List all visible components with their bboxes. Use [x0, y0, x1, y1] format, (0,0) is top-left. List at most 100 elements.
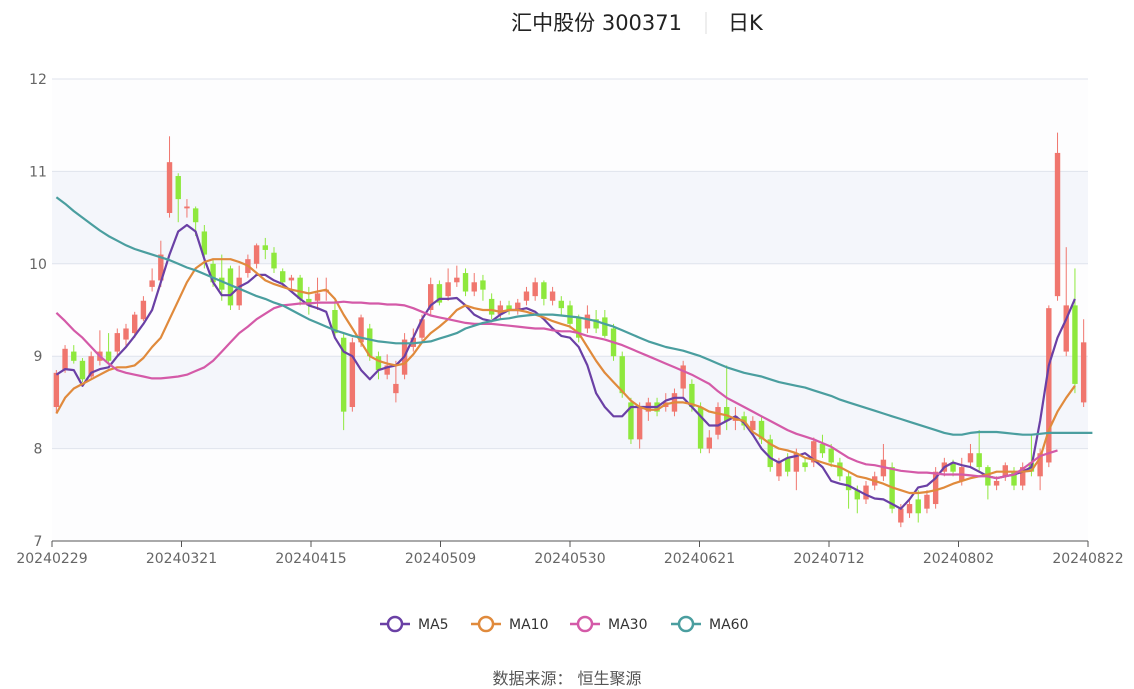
plot-band	[52, 448, 1088, 541]
candle-body	[280, 271, 286, 283]
candle-body	[219, 277, 225, 290]
x-tick-label: 20240530	[534, 551, 605, 567]
x-tick-label: 20240509	[405, 551, 476, 567]
candle-body	[567, 305, 573, 324]
candle-body	[271, 252, 277, 269]
candle-body	[1054, 152, 1061, 297]
candle-body	[1046, 308, 1052, 463]
candle-body	[697, 407, 704, 449]
candle-body	[845, 476, 852, 491]
y-tick-label: 7	[34, 534, 43, 550]
plot-band	[52, 356, 1088, 449]
legend-label-ma30: MA30	[608, 617, 647, 633]
legend: MA5 MA10 MA30 MA60	[380, 615, 748, 633]
y-tick-label: 8	[34, 442, 43, 458]
candle-body	[715, 407, 721, 435]
ma-line-ma60	[55, 196, 1093, 436]
candle-body	[227, 268, 234, 306]
plot-band	[52, 79, 1088, 172]
plot-bands	[52, 79, 1088, 541]
candle-body	[314, 293, 321, 301]
candle-body	[828, 448, 834, 463]
x-tick-label: 20240822	[1052, 551, 1123, 567]
x-tick-label: 20240415	[275, 551, 346, 567]
candle-body	[680, 365, 686, 389]
candle-body	[724, 407, 730, 421]
candle-body	[262, 245, 268, 250]
candle-body	[428, 284, 434, 310]
candle-body	[619, 356, 625, 394]
plot-band	[52, 171, 1088, 264]
candle-body	[750, 420, 756, 431]
ma-line-ma10	[55, 258, 1076, 495]
chart-header: 汇中股份 300371 日K	[511, 11, 764, 35]
candle-body	[1011, 471, 1017, 486]
ma-line-ma5	[55, 223, 1076, 510]
candle-body	[140, 300, 147, 320]
candle-body	[367, 328, 373, 357]
candle-body	[358, 317, 364, 343]
candle-body	[1037, 453, 1043, 477]
x-tick-label: 20240321	[146, 551, 217, 567]
legend-marker-ma30	[576, 615, 594, 633]
candle-body	[158, 254, 164, 281]
candle-body	[71, 351, 77, 361]
candle-body	[811, 441, 817, 463]
candle-body	[105, 351, 112, 361]
candle-body	[1080, 342, 1087, 403]
candle-body	[123, 328, 129, 340]
candle-body	[515, 302, 521, 310]
candle-body	[471, 282, 477, 292]
candle-body	[993, 480, 1000, 486]
candle-body	[593, 319, 599, 329]
candle-body	[488, 298, 495, 315]
candle-body	[349, 342, 356, 408]
candle-body	[758, 420, 765, 440]
candle-body	[384, 365, 390, 375]
candle-body	[837, 462, 843, 477]
candle-body	[166, 162, 173, 213]
x-axis: 20240229 20240321 20240415 20240509 20240530…	[16, 540, 1124, 567]
candle-body	[932, 471, 939, 505]
period-title: 日K	[728, 11, 764, 35]
candle-body	[445, 282, 451, 297]
candle-body	[506, 305, 512, 310]
x-tick-label: 20240712	[793, 551, 864, 567]
candle-body	[480, 280, 486, 290]
candle-body	[79, 360, 86, 380]
y-tick-label: 12	[29, 72, 47, 88]
candle-body	[576, 317, 582, 338]
candle-body	[1072, 305, 1078, 384]
legend-marker-ma60	[677, 615, 695, 633]
legend-label-ma10: MA10	[509, 617, 548, 633]
ma-line-ma30	[55, 300, 1058, 480]
candle-body	[915, 499, 921, 514]
candle-body	[784, 457, 791, 472]
legend-marker-ma5	[386, 615, 404, 633]
candle-body	[558, 300, 564, 309]
stock-title: 汇中股份 300371	[511, 11, 682, 35]
candle-body	[863, 485, 869, 500]
candle-body	[210, 263, 216, 283]
candle-body	[802, 462, 808, 468]
candle-body	[375, 356, 382, 371]
candle-body	[306, 298, 312, 306]
candle-body	[340, 337, 347, 412]
candle-body	[584, 314, 591, 329]
legend-label-ma5: MA5	[418, 617, 449, 633]
candle-body	[854, 490, 860, 500]
y-tick-label: 10	[29, 257, 47, 273]
ma-lines	[55, 196, 1093, 510]
candle-body	[62, 348, 68, 371]
candle-body	[332, 310, 338, 334]
candle-body	[436, 284, 443, 303]
candle-body	[602, 317, 608, 336]
candle-body	[549, 291, 556, 301]
candle-body	[976, 453, 982, 468]
candle-body	[236, 277, 242, 306]
x-tick-label: 20240621	[664, 551, 735, 567]
x-tick-label: 20240229	[16, 551, 87, 567]
candle-body	[132, 314, 138, 334]
candle-body	[454, 277, 460, 283]
